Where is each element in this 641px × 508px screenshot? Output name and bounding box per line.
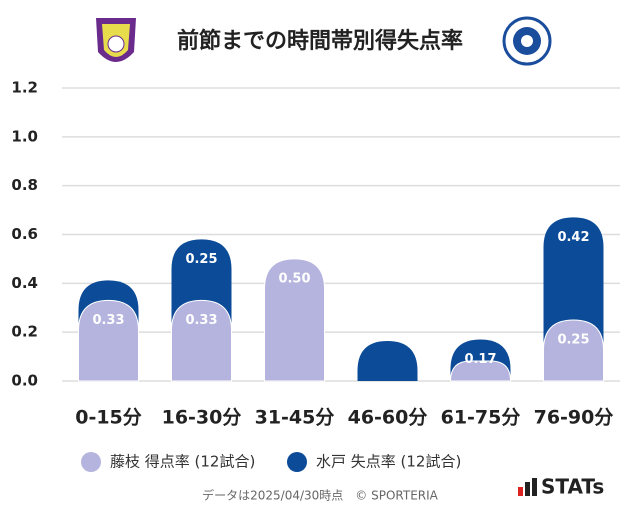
- y-tick-label: 0.0: [11, 372, 38, 390]
- y-tick-label: 0.2: [11, 323, 38, 341]
- legend-label: 水戸 失点率 (12試合): [316, 453, 461, 471]
- y-tick-label: 1.2: [11, 79, 38, 97]
- bar: [78, 299, 139, 382]
- bar: [449, 360, 512, 382]
- y-tick-label: 0.4: [11, 274, 38, 292]
- legend-swatch: [81, 452, 101, 472]
- legend: 藤枝 得点率 (12試合) 水戸 失点率 (12試合): [81, 452, 461, 472]
- legend-swatch: [287, 452, 307, 472]
- x-tick-label: 61-75分: [441, 407, 521, 429]
- chart-title: 前節までの時間帯別得失点率: [177, 28, 463, 54]
- value-label: 0.33: [185, 313, 217, 328]
- legend-label: 藤枝 得点率 (12試合): [110, 453, 255, 471]
- x-tick-label: 31-45分: [255, 407, 335, 429]
- away-logo: [502, 16, 552, 66]
- x-tick-label: 16-30分: [162, 407, 242, 429]
- footnote: データは2025/04/30時点 © SPORTERIA: [202, 488, 439, 503]
- y-tick-label: 0.8: [11, 176, 38, 194]
- value-label: 0.25: [185, 252, 217, 267]
- value-label: 0.42: [557, 230, 589, 245]
- x-tick-label: 76-90分: [534, 407, 614, 429]
- value-label: 0.17: [464, 352, 496, 367]
- home-logo: [96, 18, 136, 62]
- brand-logo: STATs: [518, 475, 604, 499]
- brand: STATs: [541, 475, 604, 499]
- value-label: 0.33: [92, 313, 124, 328]
- x-tick-label: 0-15分: [75, 407, 142, 429]
- y-tick-label: 0.6: [11, 225, 38, 243]
- value-label: 0.50: [278, 271, 310, 286]
- bar: [357, 341, 418, 381]
- value-label: 0.25: [557, 332, 589, 347]
- bar: [171, 299, 232, 382]
- bar: [264, 258, 325, 382]
- y-tick-label: 1.0: [11, 127, 38, 145]
- bar: [543, 319, 604, 382]
- x-tick-label: 46-60分: [348, 407, 428, 429]
